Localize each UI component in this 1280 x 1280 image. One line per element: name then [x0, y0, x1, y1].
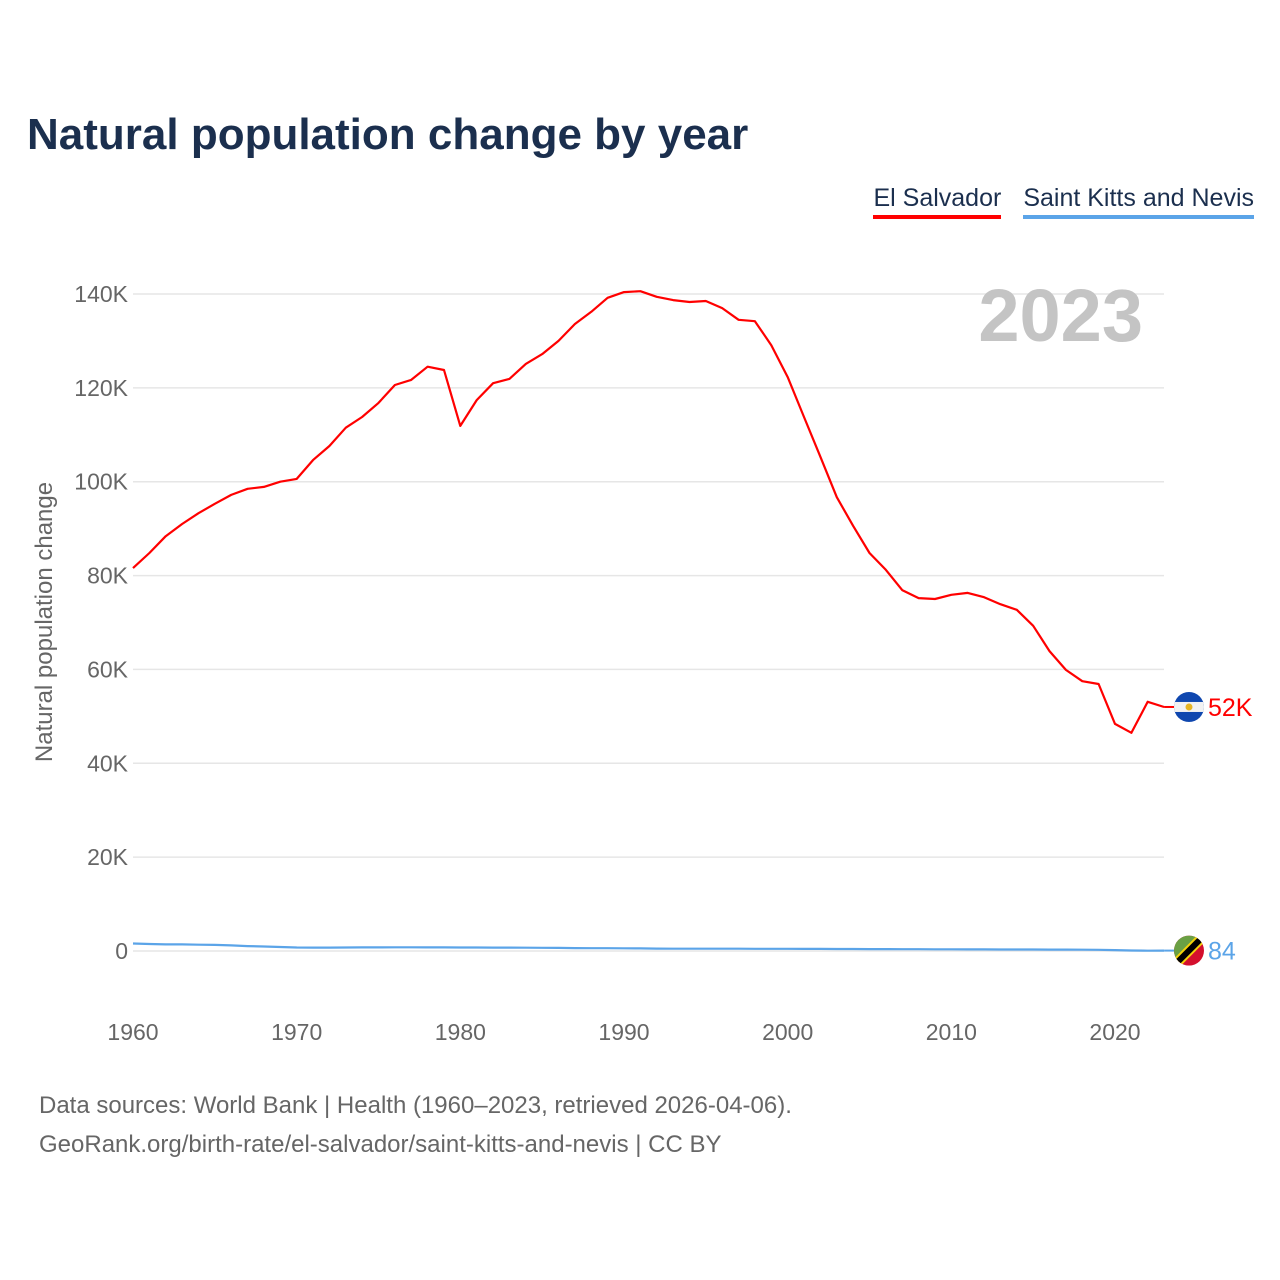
- chart-title: Natural population change by year: [27, 110, 749, 159]
- y-tick-label: 20K: [87, 844, 129, 870]
- x-tick-label: 2000: [762, 1019, 813, 1045]
- series-line-saint-kitts-and-nevis: [132, 942, 1165, 952]
- y-tick-label: 120K: [74, 375, 128, 401]
- y-tick-label: 80K: [87, 563, 129, 589]
- footer: Data sources: World Bank | Health (1960–…: [39, 1086, 792, 1164]
- legend-el-salvador[interactable]: El Salvador: [873, 184, 1002, 219]
- y-tick-label: 100K: [74, 469, 128, 495]
- x-tick-label: 2010: [926, 1019, 977, 1045]
- x-tick-label: 1960: [107, 1019, 158, 1045]
- legend-saint-kitts-and-nevis[interactable]: Saint Kitts and Nevis: [1023, 184, 1254, 219]
- y-tick-label: 0: [115, 938, 128, 964]
- x-tick-label: 1970: [271, 1019, 322, 1045]
- x-tick-label: 1990: [598, 1019, 649, 1045]
- end-value-label: 84: [1208, 938, 1236, 966]
- end-value-label: 52K: [1208, 694, 1253, 722]
- y-tick-label: 40K: [87, 750, 129, 776]
- year-watermark: 2023: [978, 274, 1143, 357]
- legend: El Salvador Saint Kitts and Nevis: [873, 184, 1254, 219]
- el-salvador-flag-icon: [1174, 691, 1204, 722]
- y-tick-label: 140K: [74, 281, 128, 307]
- footer-url[interactable]: GeoRank.org/birth-rate/el-salvador/saint…: [39, 1131, 722, 1158]
- y-axis-label: Natural population change: [31, 482, 58, 762]
- saint-kitts-flag-icon: [1174, 935, 1204, 966]
- x-tick-label: 2020: [1089, 1019, 1140, 1045]
- series-line-el-salvador: [132, 290, 1165, 734]
- x-tick-label: 1980: [435, 1019, 486, 1045]
- y-tick-label: 60K: [87, 656, 129, 682]
- footer-source: Data sources: World Bank | Health (1960–…: [39, 1092, 792, 1119]
